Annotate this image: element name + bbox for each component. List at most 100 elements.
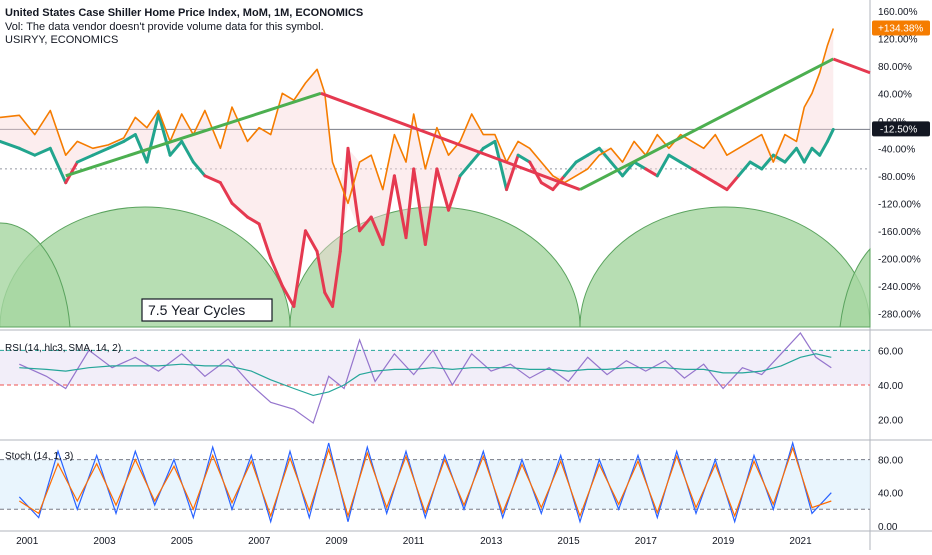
series-usiryy-segment: [257, 222, 273, 260]
series-usiryy-segment: [563, 160, 578, 178]
series-usiryy-segment: [435, 167, 451, 212]
series-usiryy-segment: [338, 146, 350, 253]
series-usiryy-segment: [133, 133, 149, 164]
series-usiryy-segment: [586, 146, 601, 157]
y-tick-label: -160.00%: [878, 227, 921, 238]
series-usiryy-segment: [191, 160, 207, 178]
x-tick-label: 2019: [712, 536, 735, 547]
series-usiryy-segment: [303, 229, 319, 253]
series-usiryy-segment: [621, 160, 636, 178]
y-tick-label: -280.00%: [878, 309, 921, 320]
series-usiryy-segment: [458, 160, 474, 178]
rsi-tick-label: 60.00: [878, 346, 903, 357]
volume-notice: Vol: The data vendor doesn't provide vol…: [5, 21, 324, 33]
trend-line: [832, 57, 871, 75]
series-usiryy-segment: [825, 127, 835, 143]
series-usiryy-segment: [748, 160, 764, 171]
x-tick-label: 2003: [93, 536, 116, 547]
series-usiryy-segment: [369, 215, 385, 247]
x-tick-label: 2001: [16, 536, 39, 547]
cycles-annotation-text: 7.5 Year Cycles: [148, 302, 245, 318]
x-tick-label: 2017: [635, 536, 658, 547]
series-usiryy-segment: [574, 153, 590, 164]
x-tick-label: 2005: [171, 536, 194, 547]
trend-line: [320, 91, 581, 191]
y-tick-label: -200.00%: [878, 254, 921, 265]
series-usiryy-segment: [218, 181, 234, 205]
series-usiryy-segment: [17, 146, 37, 157]
cycle-arc-partial-left: [0, 222, 71, 328]
series-usiryy-segment: [412, 167, 427, 247]
stoch-d-line: [18, 446, 832, 518]
price-badge-main-text: +134.38%: [878, 23, 923, 34]
series-usiryy-segment: [539, 181, 555, 192]
cycles-annotation-box: [141, 298, 273, 322]
series-usiryy-segment: [404, 167, 416, 240]
series-usiryy-segment: [33, 146, 52, 157]
series-usiryy-segment: [713, 181, 729, 192]
series-usiryy-segment: [0, 139, 21, 150]
series-usiryy-segment: [122, 133, 137, 143]
rsi-pane-label: RSI (14, hlc3, SMA, 14, 2): [5, 343, 122, 354]
series-usiryy-segment: [230, 201, 249, 219]
cycle-arc: [579, 206, 871, 328]
series-usiryy-segment: [655, 153, 671, 178]
rsi-ma-line: [19, 353, 832, 397]
y-tick-label: 120.00%: [878, 34, 918, 45]
series-usiryy-segment: [783, 146, 799, 164]
trend-line: [65, 91, 322, 178]
cycle-arc: [289, 206, 581, 328]
series-usiryy-segment: [168, 139, 184, 157]
series-usiryy-segment: [795, 146, 806, 164]
second-symbol-label: USIRYY, ECONOMICS: [5, 34, 119, 46]
series-usiryy-segment: [737, 160, 752, 178]
series-usiryy-segment: [516, 153, 532, 164]
series-usiryy-segment: [470, 146, 485, 164]
series-usiryy-segment: [505, 153, 520, 192]
series-usiryy-segment: [818, 139, 829, 157]
series-usiryy-segment: [269, 256, 284, 288]
series-usiryy-segment: [667, 153, 683, 164]
rsi-line: [19, 332, 832, 425]
x-tick-label: 2015: [557, 536, 580, 547]
series-usiryy-segment: [423, 167, 439, 247]
series-usiryy-segment: [632, 160, 648, 171]
stoch-pane-label: Stoch (14, 1, 3): [5, 451, 74, 462]
series-usiryy-segment: [381, 174, 396, 247]
x-tick-label: 2013: [480, 536, 503, 547]
series-usiryy-segment: [203, 174, 222, 185]
x-tick-label: 2007: [248, 536, 271, 547]
price-badge-second: [872, 121, 930, 137]
trend-line: [579, 57, 834, 191]
y-tick-label: -240.00%: [878, 282, 921, 293]
series-usiryy-segment: [292, 229, 307, 308]
series-usiryy-segment: [145, 112, 161, 164]
series-usiryy-segment: [323, 291, 335, 308]
series-usiryy-segment: [447, 174, 462, 212]
series-usiryy-segment: [245, 215, 261, 226]
y-tick-label: -120.00%: [878, 199, 921, 210]
stoch-tick-label: 0.00: [878, 522, 898, 533]
y-tick-label: 160.00%: [878, 7, 918, 18]
y-tick-label: -80.00%: [878, 172, 915, 183]
series-usiryy-segment: [315, 249, 327, 295]
series-usiryy-segment: [679, 160, 694, 171]
y-tick-label: 80.00%: [878, 62, 912, 73]
x-tick-label: 2021: [789, 536, 812, 547]
series-gap-fill: [0, 28, 834, 307]
series-usiryy-segment: [493, 139, 509, 192]
rsi-tick-label: 40.00: [878, 381, 903, 392]
series-usiryy-segment: [725, 174, 741, 192]
stoch-tick-label: 80.00: [878, 456, 903, 467]
y-tick-label: -40.00%: [878, 144, 915, 155]
x-tick-label: 2009: [325, 536, 348, 547]
series-usiryy-segment: [180, 139, 195, 164]
series-usiryy-segment: [157, 112, 172, 157]
stoch-k-line: [18, 440, 832, 524]
price-badge-second-text: -12.50%: [880, 124, 917, 135]
series-usiryy-segment: [392, 174, 408, 240]
series-usiryy-segment: [810, 146, 822, 157]
series-usiryy-segment: [75, 153, 95, 164]
series-usiryy-segment: [597, 146, 613, 164]
